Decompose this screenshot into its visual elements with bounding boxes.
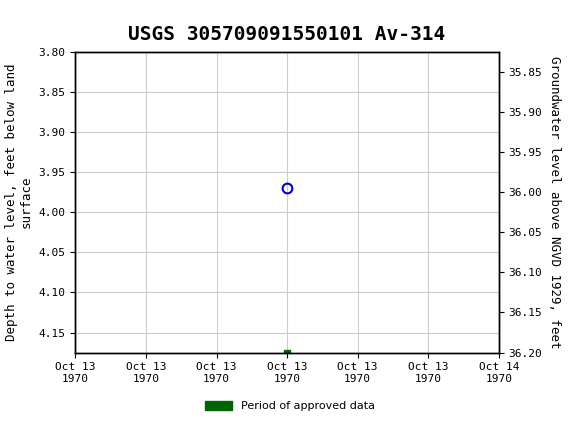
Text: ☰ USGS: ☰ USGS — [3, 16, 68, 34]
Text: USGS: USGS — [20, 18, 59, 31]
Y-axis label: Groundwater level above NGVD 1929, feet: Groundwater level above NGVD 1929, feet — [548, 56, 561, 348]
Legend: Period of approved data: Period of approved data — [200, 397, 380, 416]
Title: USGS 305709091550101 Av-314: USGS 305709091550101 Av-314 — [129, 25, 445, 44]
Y-axis label: Depth to water level, feet below land
surface: Depth to water level, feet below land su… — [5, 63, 33, 341]
